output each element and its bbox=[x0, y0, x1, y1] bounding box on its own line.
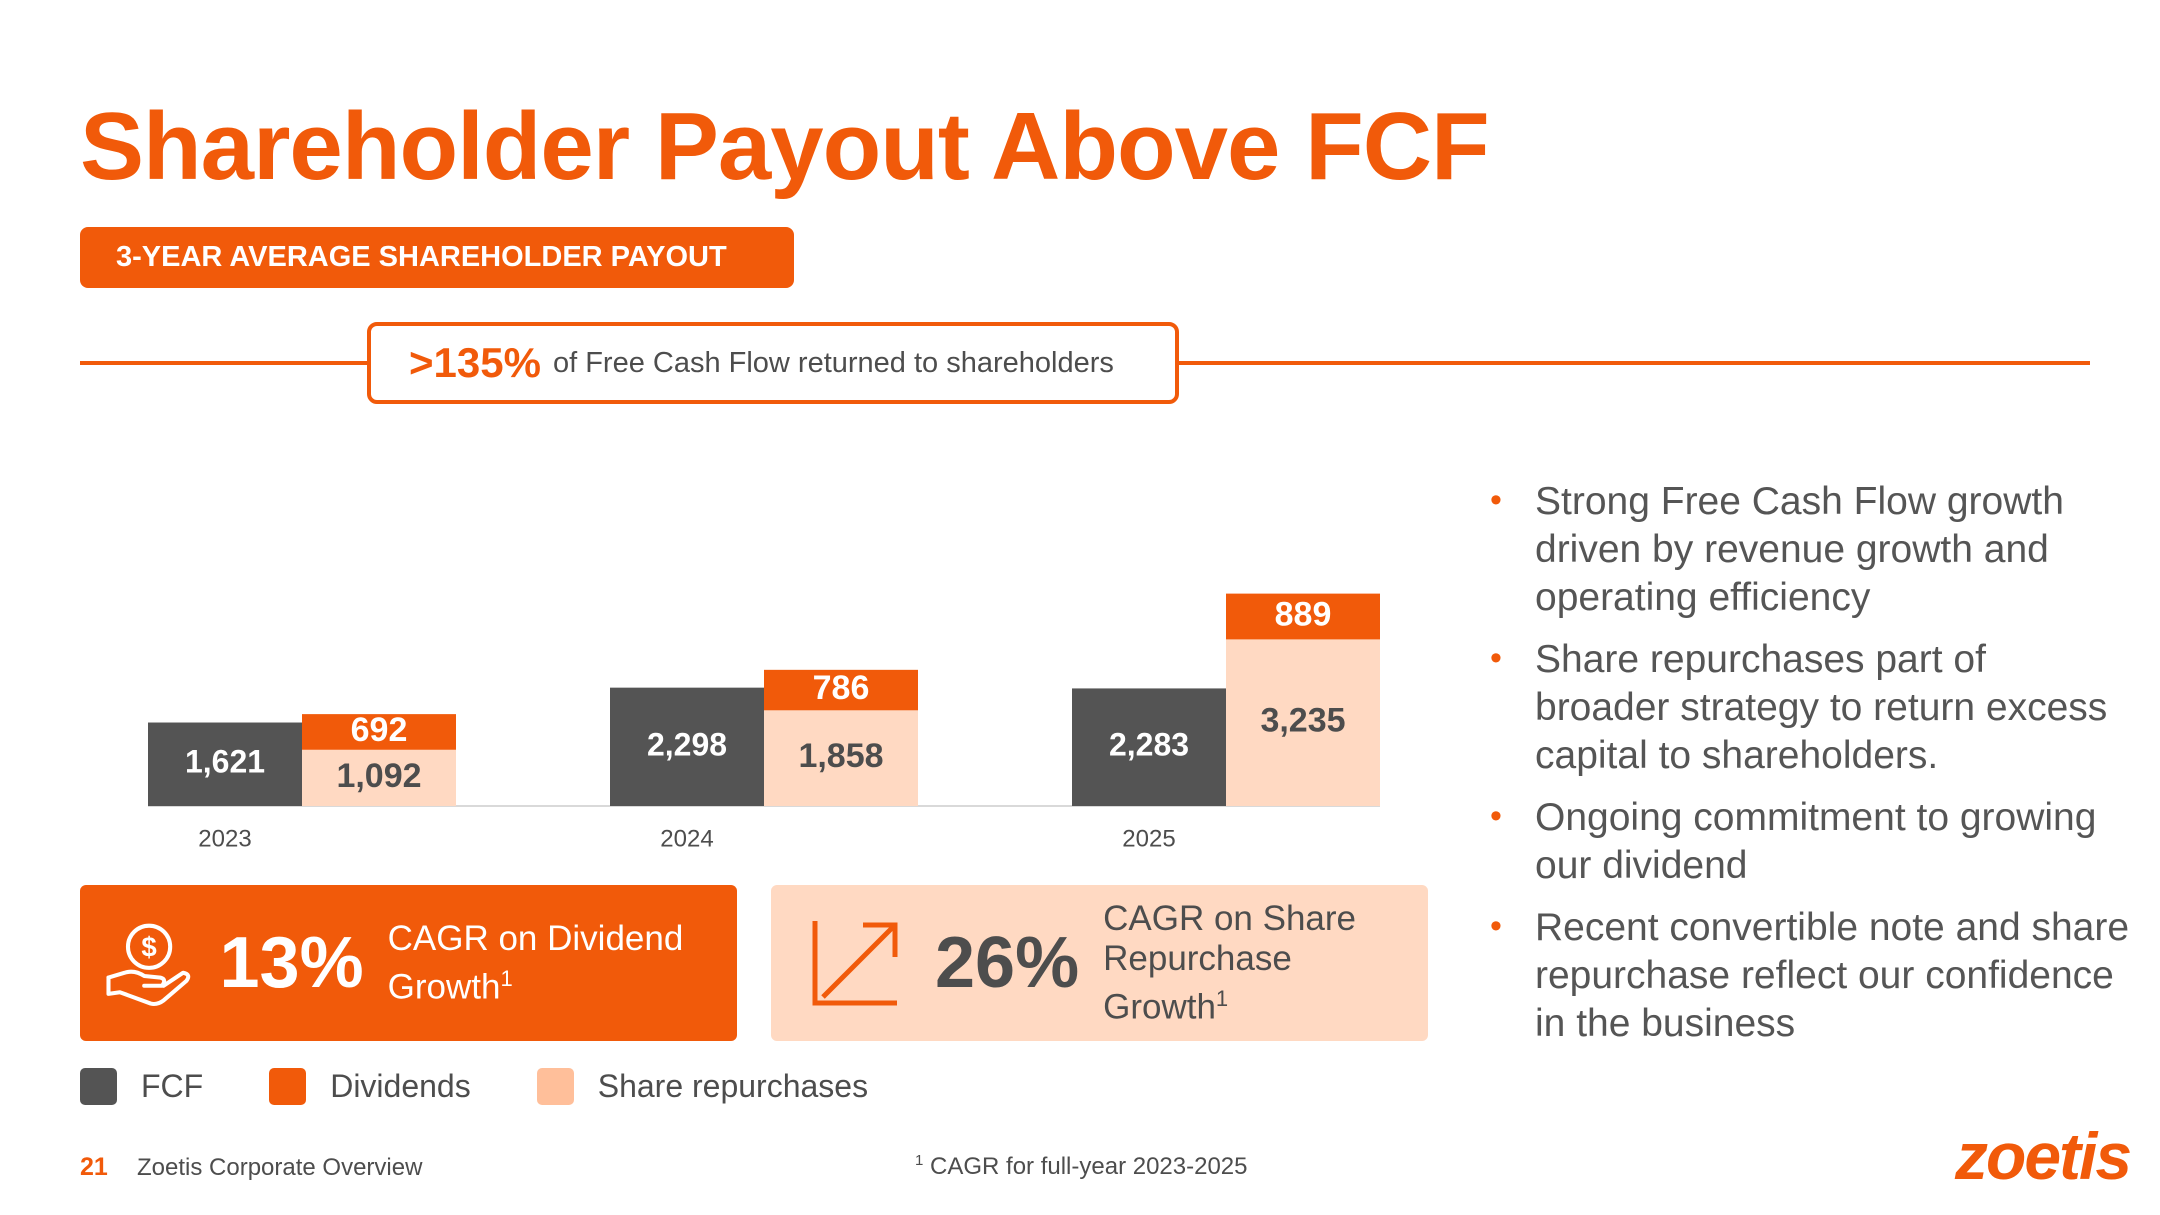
bar-fcf-2024 bbox=[610, 687, 764, 806]
bar-repurchases-2023 bbox=[302, 749, 456, 806]
label-fcf-2024: 2,298 bbox=[647, 726, 727, 762]
kpi-dividend-label: CAGR on Dividend Growth1 bbox=[387, 918, 684, 1007]
page-number: 21 bbox=[80, 1153, 108, 1181]
subhead-pill: 3-YEAR AVERAGE SHAREHOLDER PAYOUT bbox=[80, 227, 794, 288]
zoetis-logo: zoetis bbox=[1955, 1119, 2132, 1193]
bar-repurchases-2025 bbox=[1226, 639, 1380, 806]
x-tick-2025: 2025 bbox=[1122, 825, 1175, 852]
label-repurchases-2025: 3,235 bbox=[1260, 702, 1345, 740]
kpi-dividend-value: 13% bbox=[219, 923, 364, 1003]
bullet-item: • Recent convertible note and share repur… bbox=[1490, 904, 2130, 1048]
legend-label-repurchases: Share repurchases bbox=[597, 1068, 869, 1104]
bullet-dot-icon: • bbox=[1490, 481, 1502, 519]
growth-arrow-icon bbox=[812, 921, 898, 1006]
bar-repurchases-2024 bbox=[764, 710, 918, 806]
legend-item-dividends: Dividends bbox=[269, 1068, 471, 1105]
chart-legend: FCF Dividends Share repurchases bbox=[80, 1068, 934, 1105]
label-dividends-2025: 889 bbox=[1275, 595, 1332, 633]
bar-fcf-2023 bbox=[148, 722, 302, 806]
divider-left bbox=[80, 361, 367, 365]
callout-value: >135% bbox=[409, 339, 541, 386]
payout-bar-chart: 1,621 1,092 692 2023 2,298 1,858 786 2024 2,283 3… bbox=[148, 593, 1380, 852]
page-title: Shareholder Payout Above FCF bbox=[80, 93, 1490, 200]
kpi-repurchase-label: CAGR on Share Repurchase Growth1 bbox=[1103, 898, 1357, 1027]
kpi-repurchase-value: 26% bbox=[935, 923, 1080, 1003]
legend-label-dividends: Dividends bbox=[330, 1068, 471, 1104]
bullet-dot-icon: • bbox=[1490, 907, 1502, 945]
bullet-item: • Strong Free Cash Flow growth driven by … bbox=[1490, 478, 2130, 622]
document-title: Zoetis Corporate Overview bbox=[137, 1154, 423, 1181]
bar-fcf-2025 bbox=[1072, 688, 1226, 806]
divider-right bbox=[1179, 361, 2090, 365]
bullet-item: • Share repurchases part of broader strat… bbox=[1490, 636, 2130, 780]
subhead-label: 3-YEAR AVERAGE SHAREHOLDER PAYOUT bbox=[116, 241, 727, 273]
key-points-list: • Strong Free Cash Flow growth driven by … bbox=[1490, 478, 2130, 1062]
legend-item-fcf: FCF bbox=[80, 1068, 203, 1105]
legend-swatch-fcf bbox=[80, 1068, 117, 1105]
hand-dollar-icon: $ bbox=[106, 923, 191, 1007]
x-tick-2023: 2023 bbox=[198, 825, 251, 852]
legend-swatch-dividends bbox=[269, 1068, 307, 1105]
legend-swatch-repurchases bbox=[536, 1068, 574, 1105]
label-fcf-2023: 1,621 bbox=[185, 744, 265, 780]
svg-text:$: $ bbox=[141, 932, 156, 963]
kpi-repurchase-cagr: 26% CAGR on Share Repurchase Growth1 bbox=[771, 885, 1428, 1041]
bullet-dot-icon: • bbox=[1490, 639, 1502, 677]
label-dividends-2023: 692 bbox=[351, 711, 408, 749]
legend-label-fcf: FCF bbox=[141, 1068, 204, 1104]
payout-callout: >135% of Free Cash Flow returned to shar… bbox=[367, 322, 1179, 404]
label-repurchases-2023: 1,092 bbox=[336, 757, 421, 795]
label-fcf-2025: 2,283 bbox=[1109, 727, 1189, 763]
footnote: 1 CAGR for full-year 2023-2025 bbox=[915, 1152, 1248, 1180]
legend-item-repurchases: Share repurchases bbox=[536, 1068, 869, 1105]
label-repurchases-2024: 1,858 bbox=[798, 737, 883, 775]
bar-dividends-2023 bbox=[302, 714, 456, 750]
bar-dividends-2024 bbox=[764, 669, 918, 711]
bullet-dot-icon: • bbox=[1490, 797, 1502, 835]
callout-text: of Free Cash Flow returned to shareholde… bbox=[552, 346, 1114, 379]
x-tick-2024: 2024 bbox=[660, 825, 713, 852]
label-dividends-2024: 786 bbox=[813, 669, 870, 707]
bullet-item: • Ongoing commitment to growing our divid… bbox=[1490, 794, 2130, 890]
bar-dividends-2025 bbox=[1226, 593, 1380, 640]
kpi-dividend-cagr: $ 13% CAGR on Dividend Growth1 bbox=[80, 885, 737, 1041]
